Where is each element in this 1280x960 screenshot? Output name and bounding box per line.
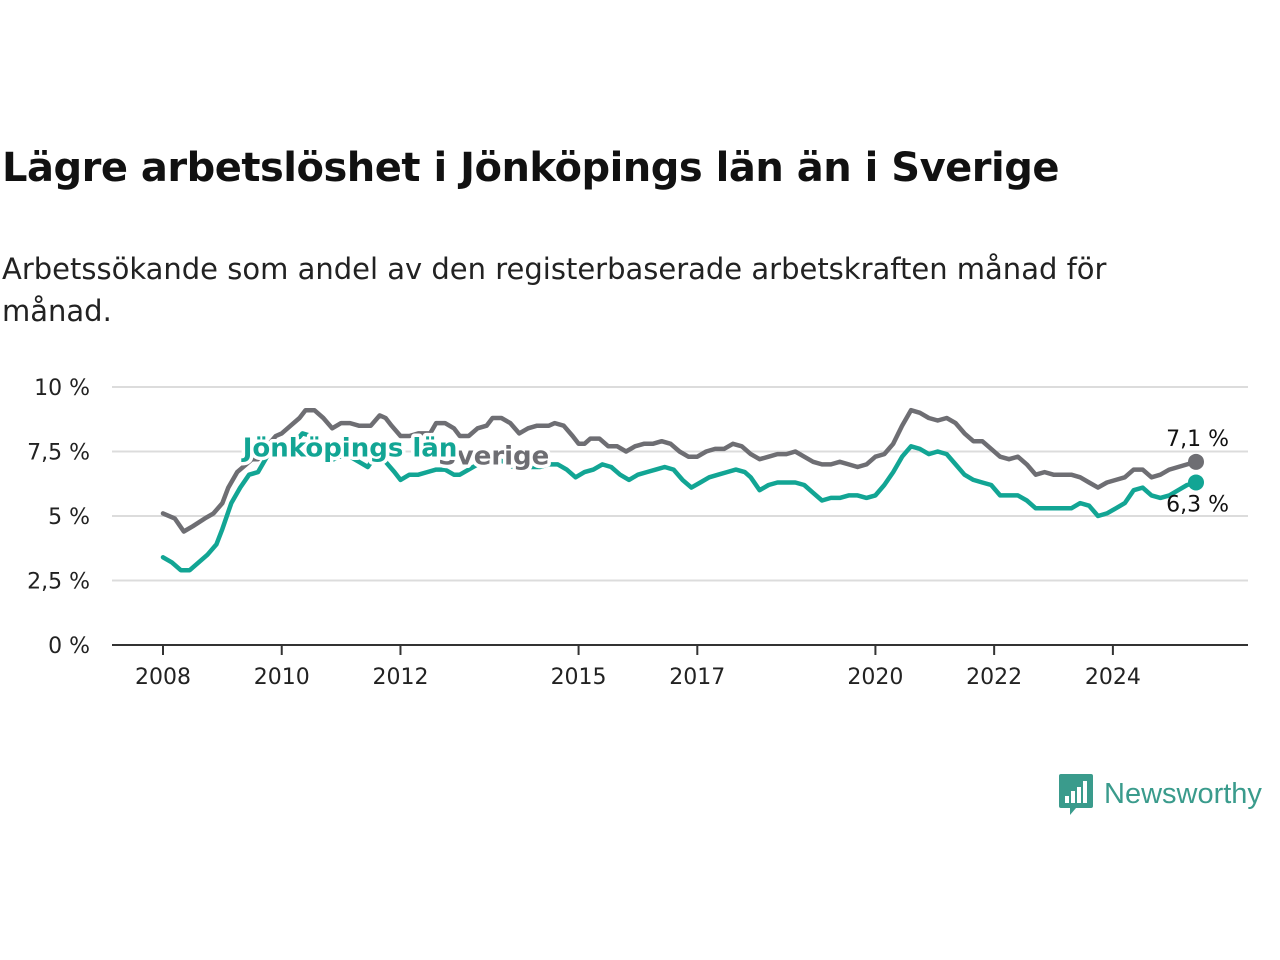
series-end-label-1: 6,3 % xyxy=(1166,492,1229,517)
x-tick-label: 2015 xyxy=(551,665,607,690)
x-tick-label: 2017 xyxy=(669,665,725,690)
series-end-point-0 xyxy=(1188,453,1204,470)
series-end-point-1 xyxy=(1188,474,1204,491)
x-axis: 2008 2010 2012 2015 2017 2020 2022 2024 xyxy=(112,644,1248,690)
chart-subtitle: Arbetssökande som andel av den registerb… xyxy=(2,252,1107,328)
x-tick-label: 2020 xyxy=(847,665,903,690)
series-labels: 7,1 % Sverige 6,3 % Jönköpings län xyxy=(237,427,1229,518)
x-tick-label: 2008 xyxy=(135,665,191,690)
y-tick-label: 10 % xyxy=(34,376,90,401)
series-end-label-0: 7,1 % xyxy=(1166,427,1229,452)
series-line-1 xyxy=(160,431,1199,573)
y-tick-label: 7,5 % xyxy=(27,441,90,466)
y-tick-label: 5 % xyxy=(48,505,90,530)
x-tick-label: 2012 xyxy=(372,665,428,690)
brand-name: Newsworthy xyxy=(1104,777,1262,810)
y-tick-label: 0 % xyxy=(48,634,90,659)
bar-chart-speech-bubble-icon xyxy=(1059,774,1093,815)
chart-title: Lägre arbetslöshet i Jönköpings län än i… xyxy=(2,145,1059,191)
x-tick-label: 2010 xyxy=(254,665,310,690)
brand-logo: Newsworthy xyxy=(1058,772,1262,816)
grid-lines: 0 % 2,5 % 5 % 7,5 % 10 % xyxy=(27,376,1248,659)
series-name-label-1: Jönköpings län xyxy=(241,434,458,464)
x-tick-label: 2022 xyxy=(966,665,1022,690)
series-lines xyxy=(160,407,1204,573)
x-tick-label: 2024 xyxy=(1085,665,1141,690)
series-line-0 xyxy=(160,407,1199,534)
y-tick-label: 2,5 % xyxy=(27,570,90,595)
series-name-label-0: Sverige xyxy=(438,441,549,471)
